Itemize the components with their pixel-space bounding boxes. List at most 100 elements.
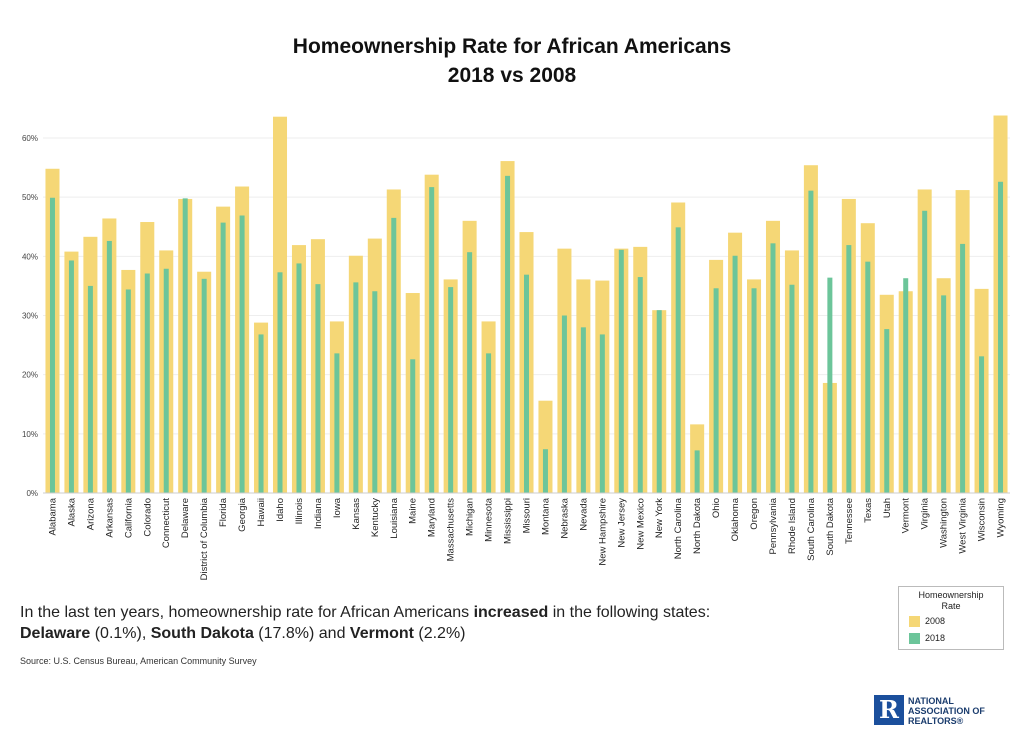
x-tick-label: Florida [218, 497, 229, 527]
bar-2018 [580, 327, 586, 493]
bar-2018 [106, 240, 112, 493]
x-tick-label: Kansas [351, 498, 362, 530]
bar-2018 [391, 217, 397, 493]
bar-2018 [656, 310, 662, 493]
nar-logo-letter: R [879, 695, 899, 724]
legend-swatch-2018 [909, 633, 920, 645]
note-text-2: in the following states: [548, 604, 711, 621]
x-tick-label: Maine [408, 498, 419, 524]
note-text-1: In the last ten years, homeownership rat… [20, 604, 474, 621]
bar-2018 [429, 187, 435, 493]
bar-2018 [410, 359, 416, 493]
x-tick-label: Arkansas [104, 498, 115, 538]
note-state-south-dakota: South Dakota [150, 625, 254, 642]
bar-2018 [732, 255, 738, 493]
bar-2018 [865, 261, 871, 493]
bar-2018 [941, 295, 947, 493]
x-tick-label: Oregon [749, 498, 760, 530]
bar-2018 [998, 181, 1004, 494]
x-tick-label: Alabama [47, 497, 58, 535]
x-tick-label: South Carolina [806, 497, 817, 561]
bar-2018 [486, 353, 492, 493]
bar-2018 [789, 284, 795, 493]
x-tick-label: Minnesota [484, 497, 495, 542]
legend-label-2008: 2008 [925, 616, 946, 626]
nar-line3: REALTORS® [908, 716, 964, 726]
x-tick-label: Iowa [332, 497, 343, 518]
bar-2018 [770, 243, 776, 493]
nar-line1: NATIONAL [908, 696, 954, 706]
bar-2018 [561, 315, 567, 493]
y-tick-label: 40% [22, 252, 38, 261]
note-state-delaware: Delaware [20, 625, 91, 642]
x-tick-label: Rhode Island [787, 498, 798, 554]
bar-2018 [713, 288, 719, 493]
x-tick-label: District of Columbia [199, 497, 210, 580]
x-tick-label: Connecticut [161, 498, 172, 549]
bar-2018 [637, 277, 643, 493]
bar-2018 [220, 222, 226, 493]
x-tick-label: Virginia [920, 497, 931, 529]
bar-2018 [903, 278, 909, 493]
x-tick-label: Texas [863, 498, 874, 523]
x-tick-label: New Mexico [635, 498, 646, 550]
bar-2008 [538, 400, 553, 493]
y-tick-label: 50% [22, 193, 38, 202]
legend: Homeownership Rate 2008 2018 [898, 586, 1004, 650]
x-tick-label: South Dakota [825, 497, 836, 555]
bar-2018 [694, 450, 700, 493]
bar-2018 [334, 353, 340, 493]
x-tick-label: Delaware [180, 498, 191, 538]
x-tick-label: Indiana [313, 497, 324, 529]
bar-2018 [448, 287, 454, 493]
chart-title-line2: 2018 vs 2008 [447, 64, 577, 87]
nar-logo: R NATIONAL ASSOCIATION OF REALTORS® [874, 695, 1014, 729]
y-tick-label: 10% [22, 430, 38, 439]
bar-2018 [49, 197, 55, 493]
bar-2018 [296, 263, 302, 493]
x-tick-label: North Dakota [692, 497, 703, 554]
x-tick-label: Missouri [522, 498, 533, 533]
y-tick-label: 60% [22, 134, 38, 143]
nar-logo-text: NATIONAL ASSOCIATION OF REALTORS® [908, 696, 985, 726]
bar-2018 [960, 243, 966, 493]
x-tick-label: West Virginia [958, 497, 969, 553]
bar-2018 [258, 334, 264, 493]
x-tick-label: California [123, 497, 134, 538]
legend-title: Homeownership Rate [899, 590, 1003, 612]
x-tick-label: Vermont [901, 498, 912, 534]
bar-2018 [239, 215, 245, 493]
bar-2018 [163, 268, 169, 493]
bar-2018 [542, 449, 548, 493]
legend-item-2018: 2018 [909, 632, 945, 645]
bar-2018 [846, 245, 852, 493]
x-tick-label: Illinois [294, 498, 305, 525]
x-tick-label: Kentucky [370, 498, 381, 537]
note-value-vermont: (2.2%) [413, 625, 466, 642]
nar-logo-mark: R [874, 695, 904, 725]
x-tick-label: New Jersey [616, 498, 627, 548]
legend-swatch-2008 [909, 616, 920, 628]
bar-2018 [372, 291, 378, 493]
x-tick-label: Wisconsin [977, 498, 988, 541]
note-value-delaware: (0.1%), [90, 625, 151, 642]
bar-chart: 0% 10% 20% 30% 40% 50% 60% Alabama Alaska Arizona… [22, 115, 1010, 580]
chart-title-line1: Homeownership Rate for African Americans [292, 35, 732, 58]
x-tick-label: Massachusetts [446, 498, 457, 562]
y-tick-label: 20% [22, 371, 38, 380]
x-tick-label: North Carolina [673, 497, 684, 559]
bar-2018 [201, 278, 207, 493]
x-tick-label: Hawaii [256, 498, 267, 527]
bar-2018 [505, 175, 511, 493]
bar-2018 [884, 329, 890, 493]
y-tick-label: 30% [22, 312, 38, 321]
bar-2018 [979, 356, 985, 493]
x-tick-label: Michigan [465, 498, 476, 536]
bar-2018 [808, 190, 814, 494]
x-tick-label: Oklahoma [730, 497, 741, 541]
x-tick-label: Mississippi [503, 498, 514, 544]
bar-2018 [68, 260, 74, 493]
source-text: Source: U.S. Census Bureau, American Com… [20, 656, 257, 666]
x-tick-label: Nevada [578, 497, 589, 530]
note-state-vermont: Vermont [349, 625, 414, 642]
